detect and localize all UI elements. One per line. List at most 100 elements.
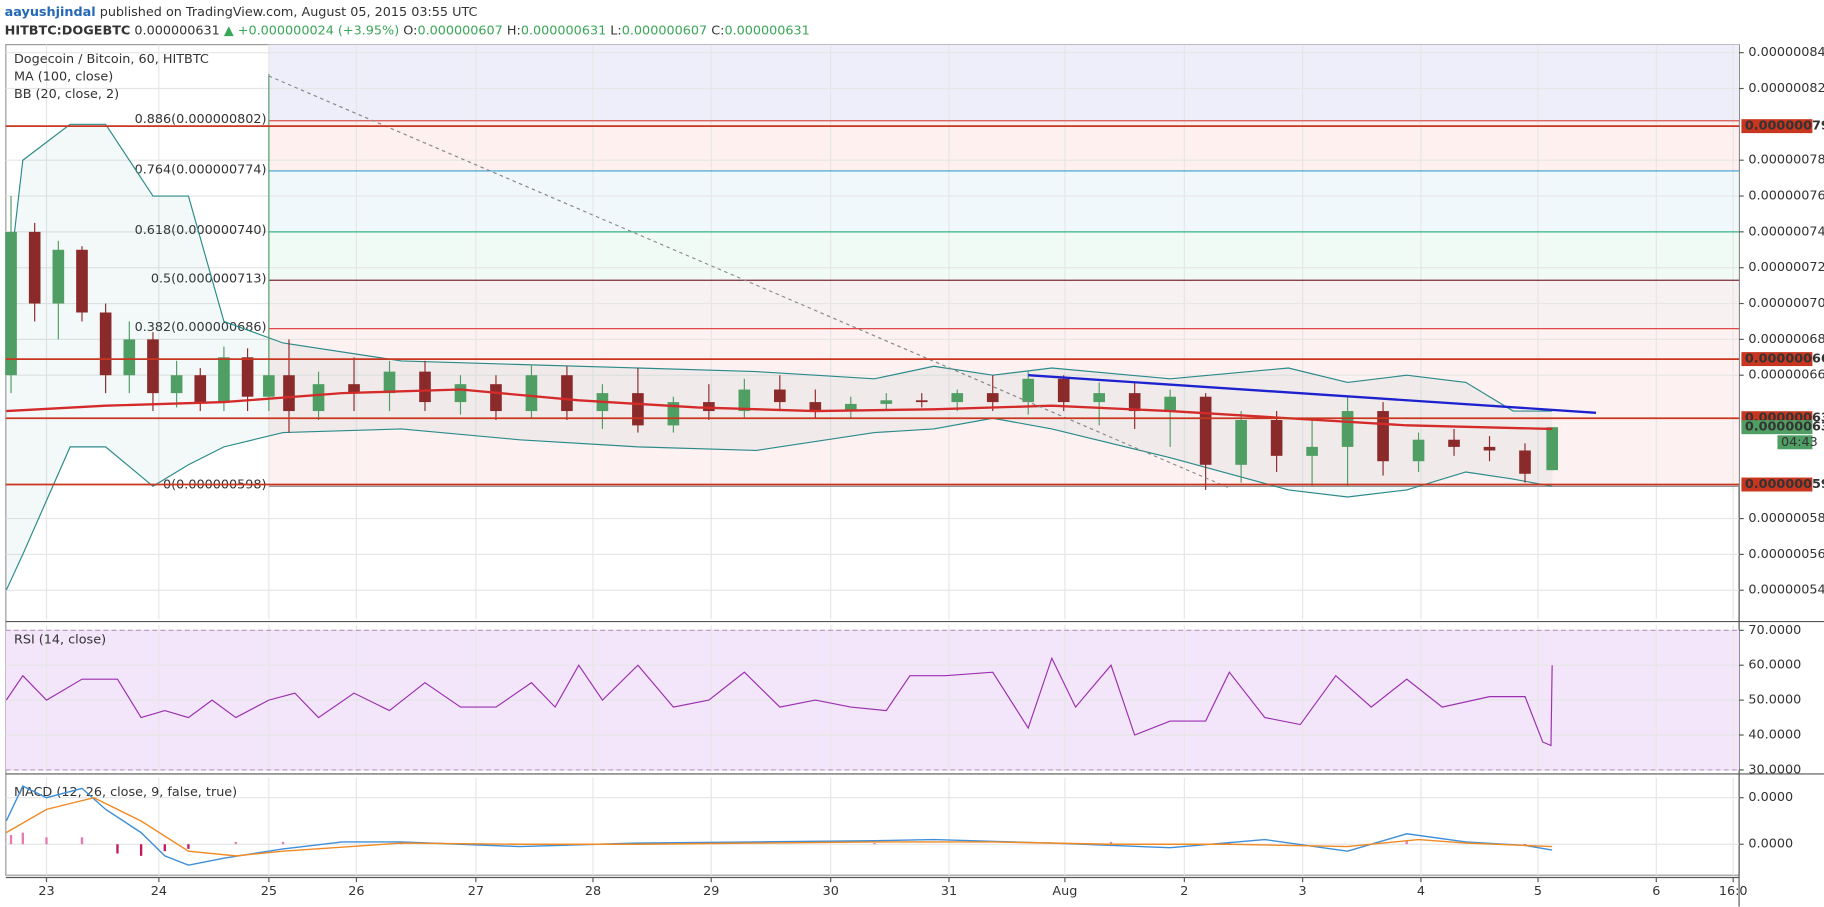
candle-body: [52, 249, 65, 304]
histogram-bar: [1405, 840, 1408, 845]
bb-lower: [5, 417, 1553, 591]
fib-label: 0.618(0.000000740): [135, 223, 267, 238]
candle-body: [774, 389, 786, 403]
candle-body: [1057, 378, 1070, 403]
trendline: [1028, 374, 1597, 414]
candle-body: [1519, 450, 1531, 474]
candle-body: [312, 384, 325, 412]
x-tick-label: 24: [151, 884, 167, 899]
price-label: 0.000000669: [1745, 352, 1824, 367]
price-label-box: [1741, 477, 1813, 492]
y-tick-label: 60.0000: [1748, 658, 1801, 673]
candle-body: [1270, 420, 1283, 456]
pane-title: MACD (12, 26, close, 9, false, true): [14, 785, 237, 800]
last: 0.000000631: [134, 23, 219, 38]
y-tick-label: 50.0000: [1748, 693, 1801, 708]
y-tick-label: 0.0000: [1748, 790, 1793, 805]
o-val: 0.000000607: [417, 23, 502, 38]
candle-body: [1022, 378, 1035, 403]
x-tick-label: 4: [1417, 884, 1425, 899]
candle-body: [76, 249, 88, 313]
histogram-bar: [281, 841, 285, 845]
candle-body: [147, 339, 159, 394]
c: C:: [711, 23, 724, 38]
candle-body: [490, 384, 502, 412]
candle-body: [915, 400, 928, 403]
histogram-bar: [187, 844, 190, 849]
x-tick-label: 29: [703, 884, 719, 899]
candle-body: [986, 393, 999, 403]
candle-body: [1546, 427, 1559, 471]
candle-body: [218, 357, 230, 403]
change: ▲ +0.000000024 (+3.95%): [224, 23, 399, 38]
fib-fill: [268, 170, 1740, 232]
candle-body: [5, 231, 17, 376]
y-tick-label: 0.000000840: [1748, 45, 1824, 60]
legend-ma: MA (100, close): [14, 70, 113, 85]
y-tick-label: 0.000000780: [1748, 153, 1824, 168]
macd-line: [5, 785, 1553, 866]
candle-body: [1199, 396, 1212, 465]
y-tick-label: 0.0000: [1748, 837, 1793, 852]
candle-body: [738, 389, 751, 412]
x-tick-label: 26: [348, 884, 364, 899]
y-tick-label: 0.000000700: [1748, 296, 1824, 311]
published: published on TradingView.com, August 05,…: [96, 5, 478, 20]
fib-label: 0.382(0.000000686): [135, 320, 267, 335]
quote-line: HITBTC:DOGEBTC 0.000000631 ▲ +0.00000002…: [5, 23, 810, 38]
y-tick-label: 0.000000720: [1748, 260, 1824, 275]
candle-body: [348, 384, 360, 394]
candle-body: [1164, 396, 1176, 412]
x-tick-label: 31: [941, 884, 957, 899]
countdown-box: [1777, 435, 1813, 450]
fib-label: 0.5(0.000000713): [151, 272, 267, 287]
candle-body: [123, 339, 136, 376]
price-label-box: [1741, 352, 1813, 367]
x-tick-label: 30: [823, 884, 839, 899]
y-tick-label: 70.0000: [1748, 623, 1801, 638]
candle-body: [703, 402, 715, 412]
histogram-bar: [21, 832, 25, 845]
candle-body: [241, 357, 254, 397]
fib-fill: [268, 280, 1740, 329]
candle-body: [1306, 446, 1318, 456]
bb-upper: [5, 123, 1553, 412]
candle-body: [99, 312, 112, 376]
histogram-bar: [116, 844, 119, 854]
fib-top-fill: [268, 44, 1740, 121]
candle-body: [263, 375, 275, 397]
y-tick-label: 0.000000680: [1748, 332, 1824, 347]
x-tick-label: 6: [1652, 884, 1660, 899]
price-label-box: [1741, 420, 1813, 435]
candle-body: [561, 375, 573, 412]
x-tick-label: 16:0: [1719, 884, 1748, 899]
countdown: 04:43: [1781, 435, 1818, 450]
histogram-bar: [45, 837, 48, 845]
price-label-box: [1741, 119, 1813, 134]
candle-body: [419, 371, 431, 403]
candle-body: [880, 400, 893, 404]
candle-body: [809, 402, 822, 412]
pane-title: Dogecoin / Bitcoin, 60, HITBTC: [14, 52, 209, 67]
x-tick-label: 2: [1180, 884, 1188, 899]
candle-body: [1412, 439, 1425, 462]
candle-body: [283, 375, 295, 412]
candle-body: [1093, 393, 1106, 403]
author[interactable]: aayushjindal: [5, 5, 96, 20]
y-tick-label: 0.000000760: [1748, 189, 1824, 204]
l: L:: [610, 23, 621, 38]
macd-line: [5, 796, 1553, 857]
y-tick-label: 0.000000740: [1748, 224, 1824, 239]
bb-fill: [6, 124, 1553, 591]
x-tick-label: 5: [1534, 884, 1542, 899]
candle-body: [454, 384, 467, 403]
fib-fill: [268, 120, 1740, 171]
candle-body: [951, 393, 964, 403]
candle-body: [525, 375, 538, 412]
ma-line: [6, 388, 1553, 431]
y-tick-label: 40.0000: [1748, 728, 1801, 743]
y-tick-label: 0.000000580: [1748, 511, 1824, 526]
candle-body: [28, 231, 41, 304]
y-tick-label: 0.000000660: [1748, 368, 1824, 383]
